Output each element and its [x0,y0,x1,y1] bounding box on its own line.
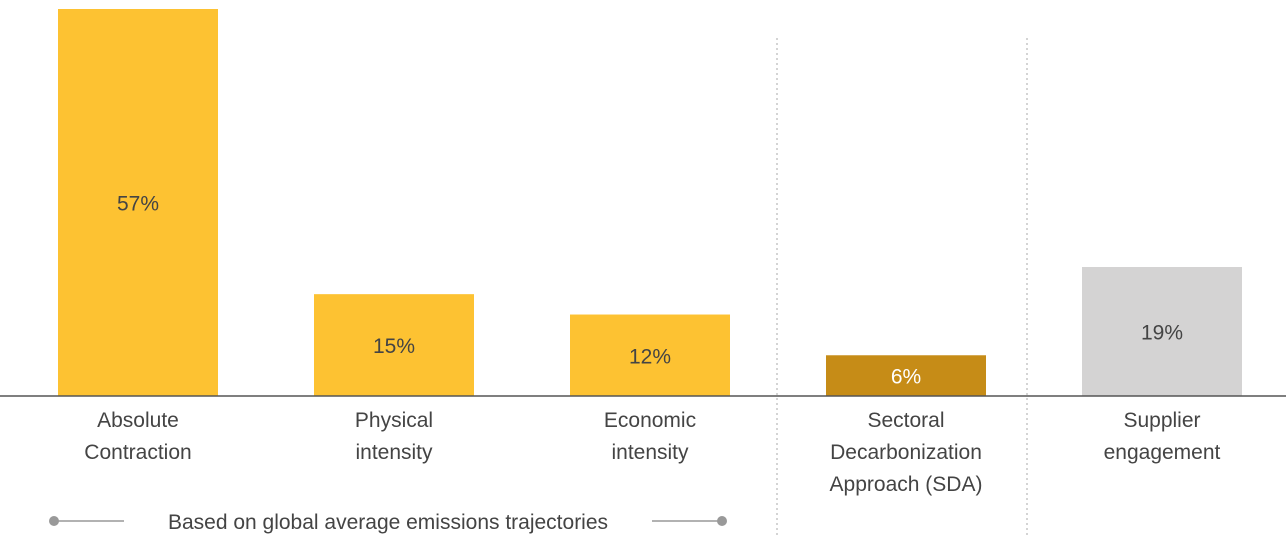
category-label-0-line-0: Absolute [97,409,179,432]
annotation-bracket: Based on global average emissions trajec… [49,511,727,534]
category-labels-group: Absolute Contraction Physical intensity Econ… [84,409,1220,496]
category-label-4-line-0: Supplier [1123,409,1200,432]
bar-value-label-3: 6% [891,366,921,389]
category-label-3-line-2: Approach (SDA) [830,473,983,496]
bar-value-label-4: 19% [1141,322,1183,345]
category-label-2-line-1: intensity [611,441,689,464]
bracket-right-dot [717,516,727,526]
category-label-3-line-1: Decarbonization [830,441,982,464]
category-label-3-line-0: Sectoral [867,409,944,432]
category-label-1-line-0: Physical [355,409,433,432]
bar-value-label-0: 57% [117,193,159,216]
category-label-1-line-1: intensity [355,441,433,464]
bar-2 [570,314,730,396]
bars-group [58,9,1242,396]
bar-value-label-1: 15% [373,335,415,358]
annotation-text: Based on global average emissions trajec… [168,511,608,534]
data-labels-group: 57% 15% 12% 6% 19% [117,193,1183,389]
bar-4 [1082,267,1242,396]
bar-1 [314,294,474,396]
bar-0 [58,9,218,396]
bar-3 [826,355,986,396]
category-label-0-line-1: Contraction [84,441,191,464]
category-label-4-line-1: engagement [1104,441,1221,464]
bar-value-label-2: 12% [629,345,671,368]
category-label-2-line-0: Economic [604,409,696,432]
